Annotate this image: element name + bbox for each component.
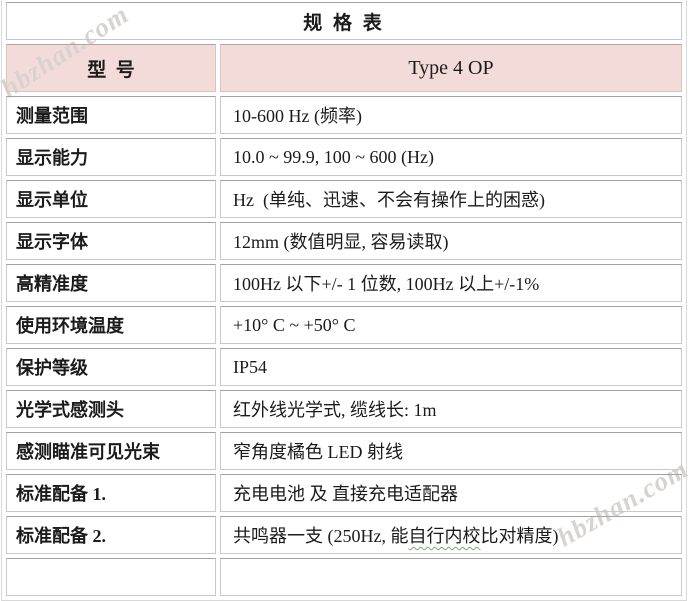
table-row-partial (6, 558, 682, 596)
spec-label: 保护等级 (6, 348, 216, 386)
spec-value: +10° C ~ +50° C (220, 306, 682, 344)
spec-value: 10.0 ~ 99.9, 100 ~ 600 (Hz) (220, 138, 682, 176)
spec-label: 标准配备 2. (6, 516, 216, 554)
table-row: 标准配备 2. 共鸣器一支 (250Hz, 能自行内校比对精度) (6, 516, 682, 554)
table-row: 高精准度 100Hz 以下+/- 1 位数, 100Hz 以上+/-1% (6, 264, 682, 302)
spellcheck-underline: 自行内校 (408, 526, 481, 546)
table-row: 使用环境温度 +10° C ~ +50° C (6, 306, 682, 344)
spec-table-body: 规 格 表 型 号 Type 4 OP 测量范围 10-600 Hz (频率) 显示… (6, 2, 682, 596)
spec-value: IP54 (220, 348, 682, 386)
spec-label (6, 558, 216, 596)
table-row: 感测瞄准可见光束 窄角度橘色 LED 射线 (6, 432, 682, 470)
table-row: 保护等级 IP54 (6, 348, 682, 386)
table-header-row: 型 号 Type 4 OP (6, 44, 682, 92)
table-title: 规 格 表 (6, 2, 682, 40)
table-row: 显示字体 12mm (数值明显, 容易读取) (6, 222, 682, 260)
spec-label: 标准配备 1. (6, 474, 216, 512)
table-row: 测量范围 10-600 Hz (频率) (6, 96, 682, 134)
spec-value: 10-600 Hz (频率) (220, 96, 682, 134)
spec-label: 显示字体 (6, 222, 216, 260)
header-model-label: 型 号 (6, 44, 216, 92)
spec-label: 光学式感测头 (6, 390, 216, 428)
spec-value: 充电电池 及 直接充电适配器 (220, 474, 682, 512)
spec-label: 测量范围 (6, 96, 216, 134)
table-title-row: 规 格 表 (6, 2, 682, 40)
spec-value: 红外线光学式, 缆线长: 1m (220, 390, 682, 428)
spec-value: 窄角度橘色 LED 射线 (220, 432, 682, 470)
spec-value: 共鸣器一支 (250Hz, 能自行内校比对精度) (220, 516, 682, 554)
spec-label: 使用环境温度 (6, 306, 216, 344)
spec-value: Hz (单纯、迅速、不会有操作上的困惑) (220, 180, 682, 218)
spec-label: 显示能力 (6, 138, 216, 176)
spec-value: 12mm (数值明显, 容易读取) (220, 222, 682, 260)
table-row: 标准配备 1. 充电电池 及 直接充电适配器 (6, 474, 682, 512)
table-row: 光学式感测头 红外线光学式, 缆线长: 1m (6, 390, 682, 428)
table-row: 显示能力 10.0 ~ 99.9, 100 ~ 600 (Hz) (6, 138, 682, 176)
spec-value (220, 558, 682, 596)
spec-label: 高精准度 (6, 264, 216, 302)
spec-label: 显示单位 (6, 180, 216, 218)
spec-label: 感测瞄准可见光束 (6, 432, 216, 470)
spec-value: 100Hz 以下+/- 1 位数, 100Hz 以上+/-1% (220, 264, 682, 302)
table-row: 显示单位 Hz (单纯、迅速、不会有操作上的困惑) (6, 180, 682, 218)
header-model-value: Type 4 OP (220, 44, 682, 92)
